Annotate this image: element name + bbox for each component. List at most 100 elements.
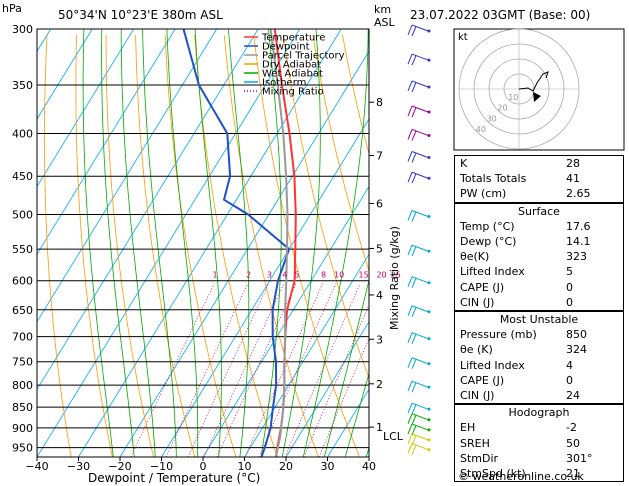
temperature-tick-label: −10 bbox=[150, 460, 173, 473]
wet-adiabat-line bbox=[101, 29, 135, 457]
wind-barb bbox=[411, 332, 429, 340]
index-label: CIN (J) bbox=[460, 295, 495, 309]
wind-barbs bbox=[407, 24, 431, 455]
index-row: CIN (J) 0 bbox=[455, 295, 623, 310]
wind-barb-feather bbox=[407, 210, 413, 221]
wind-barb-feather bbox=[411, 425, 417, 436]
hodograph-stats-title: Hodograph bbox=[508, 406, 570, 420]
index-row: EH -2 bbox=[455, 420, 623, 435]
wind-barb bbox=[411, 413, 429, 421]
mixing-ratio-label: 2 bbox=[246, 271, 251, 280]
temperature-tick-label: 30 bbox=[321, 460, 335, 473]
profile-parcel-trajectory bbox=[269, 29, 289, 457]
pressure-tick-label: 700 bbox=[12, 331, 33, 344]
index-row: PW (cm) 2.65 bbox=[455, 186, 623, 201]
mixing-ratio-label: 25 bbox=[391, 271, 401, 280]
hodograph-ring-label: 10 bbox=[508, 93, 518, 102]
wind-barb-feather bbox=[411, 152, 417, 163]
wind-barb-dot bbox=[427, 362, 431, 366]
index-value: 5 bbox=[566, 265, 573, 279]
asl-unit-label: ASL bbox=[374, 16, 396, 29]
mixing-ratio-label: 20 bbox=[376, 271, 386, 280]
isotherm-line bbox=[202, 185, 369, 457]
index-label: Lifted Index bbox=[460, 265, 525, 279]
temperature-tick-label: 20 bbox=[279, 460, 293, 473]
isotherm-line bbox=[37, 29, 135, 188]
wind-barb-dot bbox=[427, 418, 431, 422]
index-label: θe (K) bbox=[460, 343, 493, 357]
mixing-ratio-line bbox=[187, 283, 269, 457]
axes: 1 2 3 4 5 8 10 15 20 2530035040045050055060065070… bbox=[12, 23, 404, 473]
temperature-tick-label: 0 bbox=[200, 460, 207, 473]
wind-barb-dot bbox=[427, 133, 431, 137]
wind-barb bbox=[411, 80, 429, 88]
hodograph-ring-label: 40 bbox=[476, 125, 486, 134]
wind-barb-feather bbox=[411, 415, 417, 425]
pressure-tick-label: 750 bbox=[12, 356, 33, 369]
hodograph-trace bbox=[518, 71, 549, 92]
index-value: 14.1 bbox=[566, 235, 591, 249]
wind-barb-feather bbox=[411, 246, 417, 257]
index-value: 2.65 bbox=[566, 187, 591, 201]
isotherm-line bbox=[37, 29, 218, 323]
index-value: 0 bbox=[566, 295, 573, 309]
pressure-tick-label: 800 bbox=[12, 379, 33, 392]
dry-adiabat-line bbox=[75, 34, 113, 457]
index-label: Totals Totals bbox=[460, 172, 527, 186]
index-label: PW (cm) bbox=[460, 187, 507, 201]
km-tick-label: 1 bbox=[376, 421, 383, 434]
index-row: Lifted Index 5 bbox=[455, 264, 623, 279]
index-value: 21 bbox=[566, 467, 580, 481]
mixing-ratio-label: 4 bbox=[282, 271, 287, 280]
index-value: 324 bbox=[566, 343, 587, 357]
index-label: Pressure (mb) bbox=[460, 328, 537, 342]
isotherm-line bbox=[37, 29, 176, 255]
wind-barb bbox=[411, 128, 429, 136]
index-label: CIN (J) bbox=[460, 389, 495, 403]
index-row: SREH 50 bbox=[455, 436, 623, 451]
wind-barb bbox=[411, 105, 429, 113]
index-value: 0 bbox=[566, 373, 573, 387]
km-tick-label: 2 bbox=[376, 378, 383, 391]
legend-label: Isotherm bbox=[262, 78, 306, 89]
wind-barb bbox=[411, 276, 429, 284]
mixing-ratio-line bbox=[165, 283, 249, 457]
wet-adiabat-line bbox=[194, 29, 222, 457]
index-row: CIN (J) 24 bbox=[455, 388, 623, 403]
index-row: Totals Totals 41 bbox=[455, 171, 623, 186]
mixing-ratio-axis-label: Mixing Ratio (g/kg) bbox=[388, 226, 401, 330]
index-row: Pressure (mb) 850 bbox=[455, 327, 623, 342]
isotherm-line bbox=[244, 253, 369, 457]
wind-barb-dot bbox=[427, 310, 431, 314]
index-value: 24 bbox=[566, 389, 580, 403]
wind-barb-feather bbox=[411, 130, 417, 141]
index-value: 50 bbox=[566, 436, 580, 450]
wind-barb-dot bbox=[427, 337, 431, 341]
wind-barb-feather bbox=[407, 80, 413, 92]
pressure-tick-label: 300 bbox=[12, 23, 33, 36]
wind-barb-dot bbox=[427, 85, 431, 89]
dry-adiabat-line bbox=[105, 35, 154, 457]
index-row: CAPE (J) 0 bbox=[455, 373, 623, 388]
wind-barb-feather bbox=[407, 380, 413, 392]
legend-label: Dewpoint bbox=[262, 42, 310, 53]
mixing-ratio-line bbox=[130, 283, 215, 457]
dry-adiabat-line bbox=[43, 34, 72, 457]
wet-adiabat-line bbox=[323, 278, 369, 457]
index-label: Dewp (°C) bbox=[460, 235, 517, 249]
mixing-ratio-line bbox=[258, 283, 337, 457]
pressure-tick-label: 350 bbox=[12, 79, 33, 92]
pressure-tick-label: 950 bbox=[12, 442, 33, 455]
mixing-ratio-label: 10 bbox=[334, 271, 344, 280]
wind-barb-feather bbox=[411, 211, 417, 222]
mixing-ratio-line bbox=[284, 283, 361, 457]
index-row: StmDir 301° bbox=[455, 451, 623, 466]
wet-adiabat-line bbox=[281, 29, 321, 457]
wind-barb-feather bbox=[407, 402, 413, 414]
index-value: 17.6 bbox=[566, 219, 591, 233]
wind-barb-dot bbox=[427, 385, 431, 389]
wind-barb-dot bbox=[427, 110, 431, 114]
index-value: 0 bbox=[566, 280, 573, 294]
